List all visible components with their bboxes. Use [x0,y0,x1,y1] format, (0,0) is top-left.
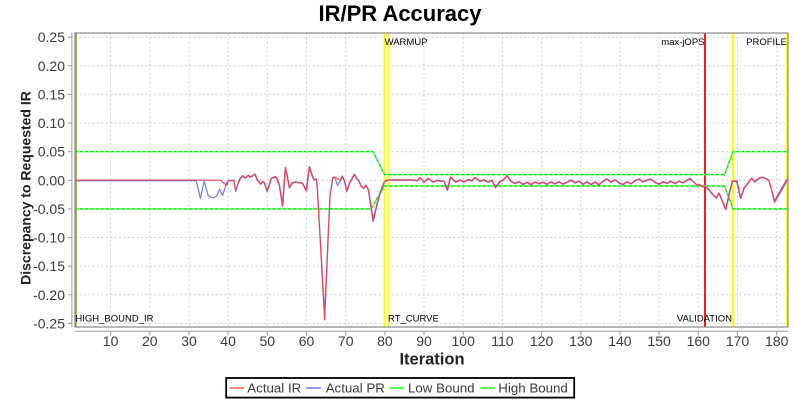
svg-text:-0.25: -0.25 [33,315,65,331]
svg-text:80: 80 [377,333,393,349]
svg-text:160: 160 [687,333,711,349]
svg-text:-0.10: -0.10 [33,230,65,246]
svg-text:0.00: 0.00 [38,172,65,188]
svg-text:Low Bound: Low Bound [408,381,475,396]
svg-text:180: 180 [765,333,789,349]
svg-text:30: 30 [181,333,197,349]
svg-text:150: 150 [647,333,671,349]
svg-text:HIGH_BOUND_IR: HIGH_BOUND_IR [75,314,153,325]
svg-text:140: 140 [608,333,632,349]
svg-text:High Bound: High Bound [498,381,568,396]
svg-text:70: 70 [338,333,354,349]
svg-text:50: 50 [260,333,276,349]
svg-text:Discrepancy to Requested IR: Discrepancy to Requested IR [18,91,34,285]
svg-text:0.10: 0.10 [38,115,65,131]
svg-text:170: 170 [726,333,750,349]
svg-text:0.05: 0.05 [38,144,65,160]
svg-text:0.25: 0.25 [38,29,65,45]
svg-text:-0.15: -0.15 [33,258,65,274]
svg-text:120: 120 [530,333,554,349]
svg-text:90: 90 [416,333,432,349]
svg-text:WARMUP: WARMUP [385,37,428,48]
svg-text:VALIDATION: VALIDATION [677,314,732,325]
svg-text:40: 40 [220,333,236,349]
svg-text:130: 130 [569,333,593,349]
svg-text:0.20: 0.20 [38,58,65,74]
svg-text:60: 60 [299,333,315,349]
svg-text:-0.20: -0.20 [33,287,65,303]
svg-text:PROFILE: PROFILE [746,37,787,48]
svg-text:RT_CURVE: RT_CURVE [388,314,439,325]
svg-text:-0.05: -0.05 [33,201,65,217]
svg-text:110: 110 [491,333,514,349]
svg-text:Actual PR: Actual PR [326,381,385,396]
svg-text:Actual IR: Actual IR [247,381,301,396]
svg-text:IR/PR Accuracy: IR/PR Accuracy [318,1,482,26]
svg-text:20: 20 [142,333,158,349]
svg-text:10: 10 [103,333,119,349]
svg-text:max-jOPS: max-jOPS [661,37,704,48]
svg-text:0.15: 0.15 [38,86,65,102]
svg-text:Iteration: Iteration [399,351,464,369]
svg-text:100: 100 [452,333,476,349]
